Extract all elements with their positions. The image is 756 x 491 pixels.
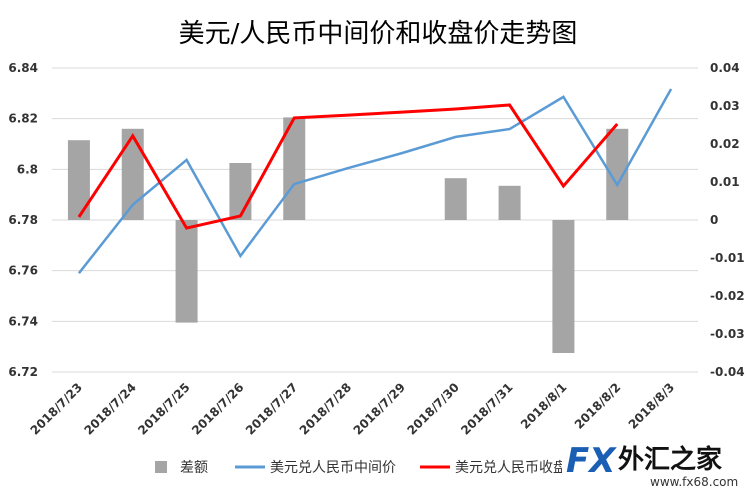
chart-title: 美元/人民币中间价和收盘价走势图 [179, 19, 578, 49]
logo-name: 外汇之家 [618, 444, 722, 475]
line [77, 88, 673, 274]
bar [121, 128, 144, 220]
bar [498, 185, 521, 220]
y-tick-label: 6.78 [8, 213, 38, 227]
y2-tick-label: 0.04 [710, 61, 740, 75]
y2-tick-label: 0.01 [710, 175, 740, 189]
y-tick-label: 6.84 [8, 61, 38, 75]
legend-label: 美元兑人民币收盘价 [455, 459, 581, 476]
legend-swatch [155, 461, 167, 473]
bar [444, 178, 467, 220]
logo-brand: FX [566, 441, 617, 481]
y-tick-label: 6.82 [8, 112, 38, 126]
y2-tick-label: -0.04 [710, 365, 745, 379]
y2-tick-label: 0.03 [710, 99, 740, 113]
legend-label: 美元兑人民币中间价 [270, 460, 396, 476]
bar [67, 140, 90, 220]
bar [229, 163, 252, 220]
bar [552, 220, 575, 353]
bar [283, 117, 306, 220]
legend-label: 差额 [180, 460, 208, 476]
bar [175, 220, 198, 323]
logo-bg [562, 436, 756, 491]
line [77, 103, 619, 230]
logo-url: www.fx68.com [650, 475, 738, 489]
y2-tick-label: 0.02 [710, 137, 740, 151]
y-tick-label: 6.8 [17, 162, 38, 176]
y2-tick-label: -0.01 [710, 251, 745, 265]
bar [606, 128, 629, 220]
y-tick-label: 6.76 [8, 264, 38, 278]
y2-tick-label: 0 [710, 213, 718, 227]
logo: FX 外汇之家 www.fx68.com [562, 436, 756, 491]
y2-tick-label: -0.03 [710, 327, 745, 341]
y2-tick-label: -0.02 [710, 289, 745, 303]
y-tick-label: 6.74 [8, 314, 38, 328]
y-tick-label: 6.72 [8, 365, 38, 379]
